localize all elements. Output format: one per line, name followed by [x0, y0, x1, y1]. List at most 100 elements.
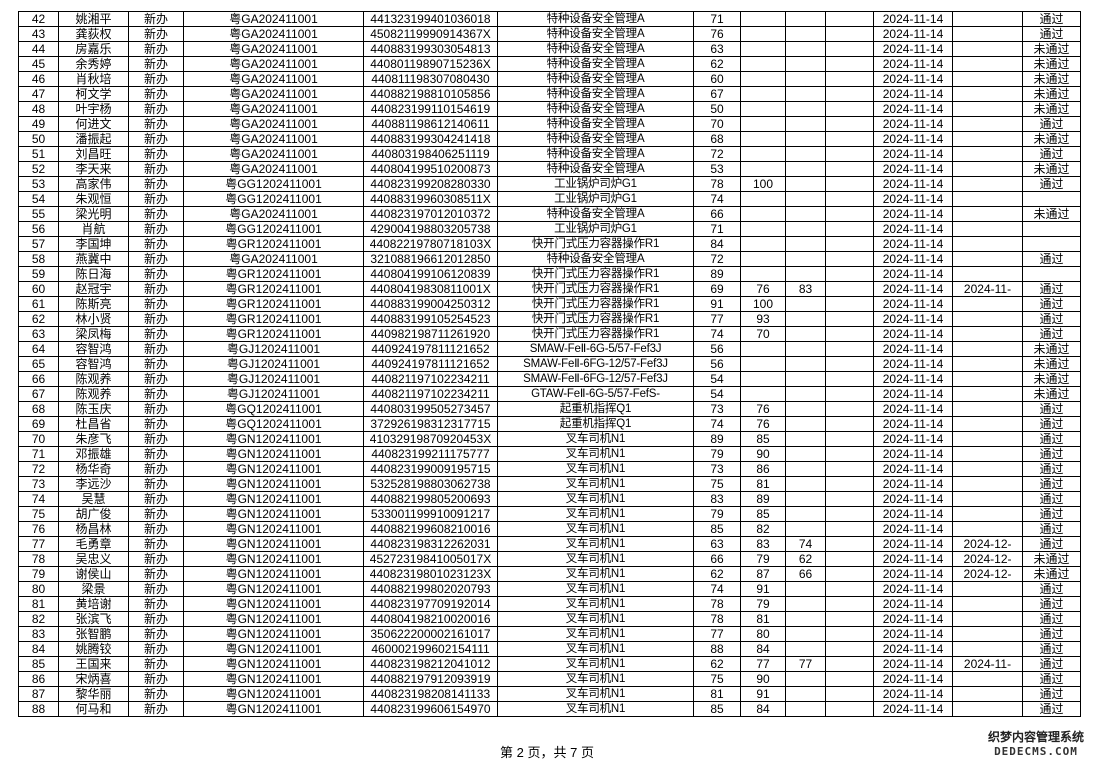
table-row: 42 姚湘平 新办 粤GA202411001 441323199401036018 特种设… [18, 11, 1081, 27]
retest-date-cell [952, 101, 1023, 117]
id-number-cell: 440803198406251119 [363, 146, 498, 162]
exam-project-cell: 叉车司机N1 [497, 596, 694, 612]
id-number-cell: 440823198312262031 [363, 536, 498, 552]
result-cell: 通过 [1022, 26, 1081, 42]
id-number-cell: 440882199802020793 [363, 581, 498, 597]
exam-project-cell: GTAW-FeⅡ-6G-5/57-FefS- [497, 386, 694, 402]
application-type-cell: 新办 [128, 356, 184, 372]
exam-project-cell: 叉车司机N1 [497, 536, 694, 552]
exam-project-cell: 特种设备安全管理A [497, 41, 694, 57]
certificate-number-cell: 粤GN1202411001 [183, 656, 364, 672]
table-row: 46 肖秋培 新办 粤GA202411001 440811198307080430 特种设… [18, 71, 1081, 87]
id-number-cell: 440823198208141133 [363, 686, 498, 702]
exam-project-cell: 叉车司机N1 [497, 461, 694, 477]
table-row: 45 余秀婷 新办 粤GA202411001 44080119890715236X 特种设… [18, 56, 1081, 72]
score-4-cell [825, 281, 874, 297]
name-cell: 吴忠义 [58, 551, 129, 567]
score-1-cell: 54 [693, 386, 741, 402]
score-3-cell [785, 641, 826, 657]
table-row: 62 林小贤 新办 粤GR1202411001 440883199105254523 快开… [18, 311, 1081, 327]
score-1-cell: 62 [693, 656, 741, 672]
result-cell [1022, 191, 1081, 207]
retest-date-cell [952, 581, 1023, 597]
score-4-cell [825, 386, 874, 402]
retest-date-cell [952, 671, 1023, 687]
result-cell: 通过 [1022, 431, 1081, 447]
certificate-number-cell: 粤GN1202411001 [183, 671, 364, 687]
retest-date-cell [952, 221, 1023, 237]
score-3-cell [785, 311, 826, 327]
score-2-cell: 76 [740, 281, 786, 297]
retest-date-cell [952, 236, 1023, 252]
score-2-cell [740, 221, 786, 237]
exam-date-cell: 2024-11-14 [873, 461, 953, 477]
exam-date-cell: 2024-11-14 [873, 356, 953, 372]
result-cell: 未通过 [1022, 551, 1081, 567]
row-number-cell: 47 [18, 86, 59, 102]
application-type-cell: 新办 [128, 386, 184, 402]
id-number-cell: 440821197102234211 [363, 386, 498, 402]
application-type-cell: 新办 [128, 236, 184, 252]
result-cell: 通过 [1022, 701, 1081, 717]
table-row: 54 朱观恒 新办 粤GG1202411001 44088319960308511X 工业… [18, 191, 1081, 207]
application-type-cell: 新办 [128, 11, 184, 27]
score-2-cell: 79 [740, 551, 786, 567]
score-3-cell [785, 671, 826, 687]
application-type-cell: 新办 [128, 626, 184, 642]
row-number-cell: 64 [18, 341, 59, 357]
table-row: 56 肖航 新办 粤GG1202411001 429004198803205738 工业锅… [18, 221, 1081, 237]
row-number-cell: 80 [18, 581, 59, 597]
score-2-cell: 100 [740, 296, 786, 312]
certificate-number-cell: 粤GR1202411001 [183, 296, 364, 312]
row-number-cell: 50 [18, 131, 59, 147]
name-cell: 容智鸿 [58, 356, 129, 372]
score-4-cell [825, 431, 874, 447]
name-cell: 燕冀中 [58, 251, 129, 267]
retest-date-cell [952, 311, 1023, 327]
exam-project-cell: 叉车司机N1 [497, 701, 694, 717]
page-number: 第 2 页，共 7 页 [500, 745, 594, 760]
id-number-cell: 440882198810105856 [363, 86, 498, 102]
application-type-cell: 新办 [128, 26, 184, 42]
table-body: 42 姚湘平 新办 粤GA202411001 441323199401036018 特种设… [18, 11, 1081, 717]
score-2-cell: 84 [740, 641, 786, 657]
exam-date-cell: 2024-11-14 [873, 386, 953, 402]
row-number-cell: 72 [18, 461, 59, 477]
id-number-cell: 44082219780718103X [363, 236, 498, 252]
table-row: 72 杨华奇 新办 粤GN1202411001 440823199009195715 叉车… [18, 461, 1081, 477]
score-3-cell [785, 611, 826, 627]
table-row: 77 毛勇章 新办 粤GN1202411001 440823198312262031 叉车… [18, 536, 1081, 552]
name-cell: 朱彦飞 [58, 431, 129, 447]
exam-project-cell: 特种设备安全管理A [497, 71, 694, 87]
certificate-number-cell: 粤GQ1202411001 [183, 401, 364, 417]
exam-project-cell: 快开门式压力容器操作R1 [497, 281, 694, 297]
score-3-cell [785, 356, 826, 372]
retest-date-cell [952, 461, 1023, 477]
score-4-cell [825, 416, 874, 432]
retest-date-cell: 2024-12- [952, 566, 1023, 582]
exam-project-cell: 特种设备安全管理A [497, 116, 694, 132]
score-2-cell [740, 131, 786, 147]
row-number-cell: 76 [18, 521, 59, 537]
table-row: 49 何进文 新办 粤GA202411001 440881198612140611 特种设… [18, 116, 1081, 132]
result-cell: 通过 [1022, 581, 1081, 597]
result-cell [1022, 266, 1081, 282]
score-1-cell: 73 [693, 461, 741, 477]
retest-date-cell [952, 11, 1023, 27]
table-row: 48 叶宇杨 新办 粤GA202411001 440823199110154619 特种设… [18, 101, 1081, 117]
id-number-cell: 41032919870920453X [363, 431, 498, 447]
retest-date-cell [952, 71, 1023, 87]
retest-date-cell: 2024-12- [952, 551, 1023, 567]
table-row: 81 黄培谢 新办 粤GN1202411001 440823197709192014 叉车… [18, 596, 1081, 612]
score-1-cell: 56 [693, 341, 741, 357]
retest-date-cell [952, 596, 1023, 612]
score-2-cell: 87 [740, 566, 786, 582]
score-4-cell [825, 101, 874, 117]
certificate-number-cell: 粤GN1202411001 [183, 596, 364, 612]
row-number-cell: 78 [18, 551, 59, 567]
row-number-cell: 42 [18, 11, 59, 27]
application-type-cell: 新办 [128, 251, 184, 267]
name-cell: 陈斯亮 [58, 296, 129, 312]
certificate-number-cell: 粤GR1202411001 [183, 281, 364, 297]
row-number-cell: 68 [18, 401, 59, 417]
